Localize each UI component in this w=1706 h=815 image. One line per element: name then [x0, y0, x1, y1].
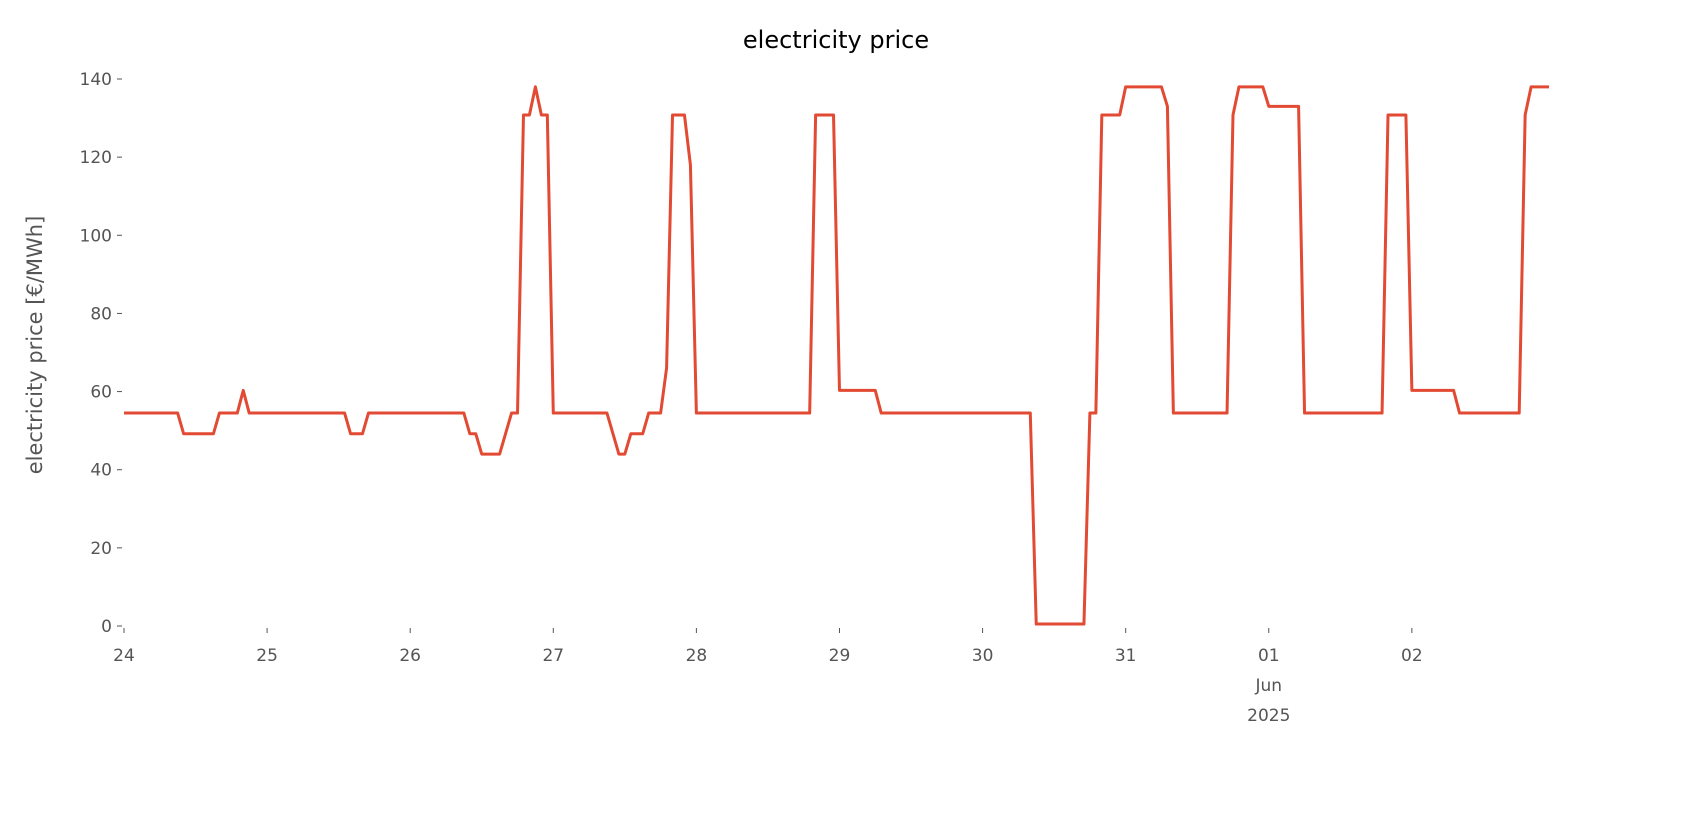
x-tick-label: 28	[686, 646, 708, 666]
y-tick-label: 120	[80, 148, 112, 168]
x-tick-label: 25	[256, 646, 278, 666]
x-tick-label: 29	[829, 646, 851, 666]
x-tick-label: 01 Jun 2025	[1247, 646, 1290, 726]
y-tick-label: 140	[80, 70, 112, 90]
data-line	[124, 85, 1549, 626]
y-tick-label: 0	[101, 617, 112, 637]
y-axis-label: electricity price [€/MWh]	[23, 216, 47, 475]
x-tick-label: 02	[1401, 646, 1423, 666]
chart-title: electricity price	[743, 26, 929, 54]
y-tick-label: 40	[90, 461, 112, 481]
x-tick-label: 31	[1115, 646, 1137, 666]
x-tick-label: 30	[972, 646, 994, 666]
y-tick-label: 80	[90, 304, 112, 324]
y-tick-label: 60	[90, 383, 112, 403]
y-tick-label: 100	[80, 226, 112, 246]
x-tick-label: 26	[399, 646, 421, 666]
x-tick-label: 24	[113, 646, 135, 666]
x-tick-label: 27	[542, 646, 564, 666]
y-tick-label: 20	[90, 539, 112, 559]
